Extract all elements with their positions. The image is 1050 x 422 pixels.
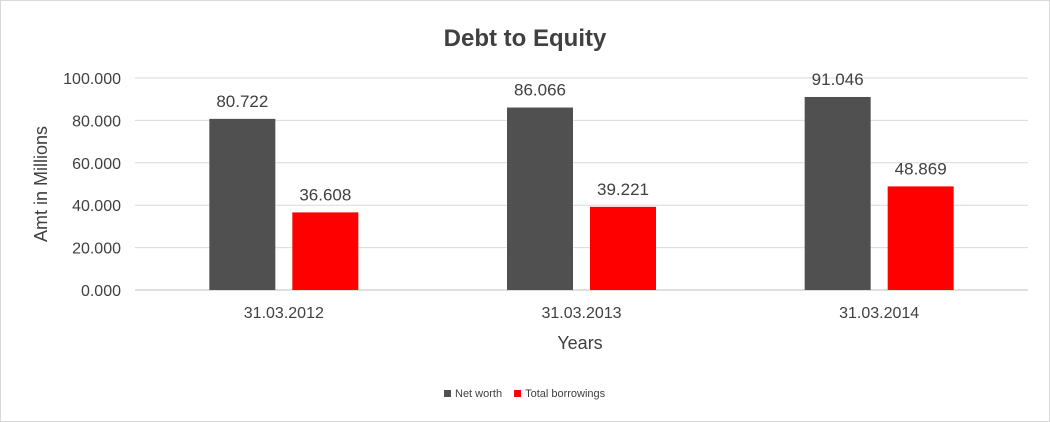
bar-total-borrowings (292, 212, 359, 290)
gridlines (135, 77, 1028, 291)
y-axis-ticks: 0.000 20.000 40.000 60.000 80.000 100.000 (63, 71, 121, 300)
x-tick-label: 31.03.2012 (244, 305, 324, 322)
chart-title: Debt to Equity (444, 25, 607, 52)
x-tick-label: 31.03.2013 (541, 305, 621, 322)
legend-swatch (444, 390, 451, 397)
data-label: 91.046 (812, 70, 864, 89)
x-axis-ticks: 31.03.2012 31.03.2013 31.03.2014 (244, 305, 920, 322)
bar-total-borrowings (887, 186, 954, 290)
bar-total-borrowings (590, 206, 656, 290)
data-label: 39.221 (597, 180, 649, 199)
x-tick-label: 31.03.2014 (839, 305, 919, 322)
y-tick-label: 40.000 (72, 198, 121, 215)
bar-net-worth (804, 96, 871, 290)
legend-swatch (514, 390, 522, 397)
legend-label: Total borrowings (525, 388, 606, 400)
data-labels: 80.722 36.608 86.066 39.221 91.046 48.869 (216, 70, 946, 204)
y-tick-label: 80.000 (72, 113, 121, 130)
y-axis-label: Amt in Millions (31, 126, 51, 242)
y-tick-label: 20.000 (72, 241, 121, 258)
legend: Net worth Total borrowings (444, 388, 606, 400)
data-label: 86.066 (514, 81, 566, 100)
y-tick-label: 0.000 (81, 283, 121, 300)
bars (209, 96, 954, 291)
x-axis-label: Years (557, 333, 602, 353)
data-label: 48.869 (895, 159, 947, 178)
y-tick-label: 60.000 (72, 156, 121, 173)
legend-label: Net worth (455, 388, 502, 400)
data-label: 80.722 (216, 92, 268, 111)
bar-net-worth (507, 107, 573, 291)
bar-net-worth (209, 118, 276, 291)
data-label: 36.608 (299, 185, 351, 204)
y-tick-label: 100.000 (63, 71, 121, 88)
